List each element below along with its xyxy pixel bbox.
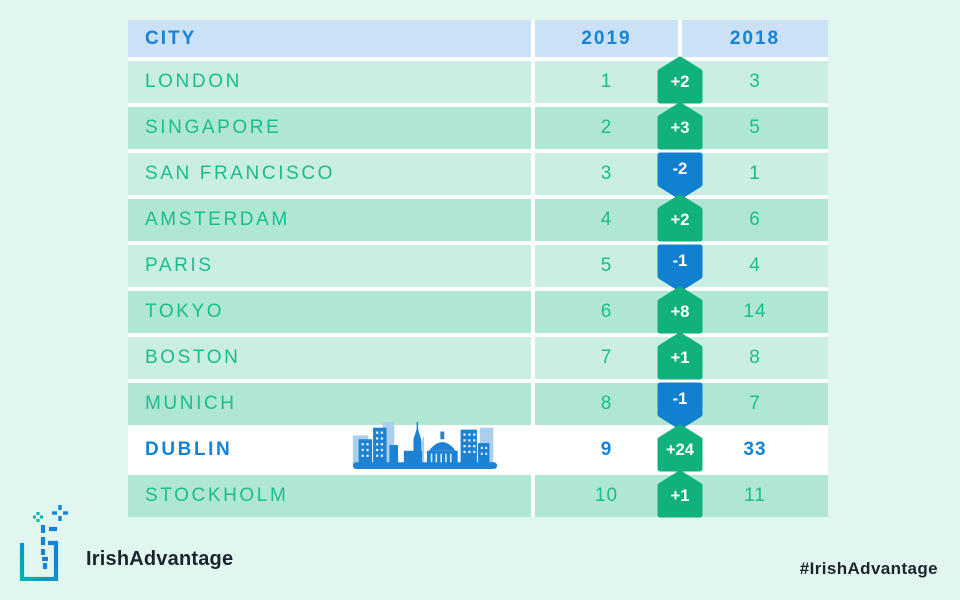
rank-change-badge: +1 bbox=[657, 470, 703, 518]
rank-change-badge: +1 bbox=[657, 332, 703, 380]
rank-change-value: +1 bbox=[670, 487, 690, 505]
table-row-dublin-highlighted: DUBLIN 9 33 bbox=[128, 421, 828, 472]
table-row-san-francisco: SAN FRANCISCO 3 1 -2 bbox=[128, 152, 828, 200]
rank-2018-value: 1 bbox=[682, 153, 828, 195]
rank-2018-value: 5 bbox=[682, 107, 828, 149]
rank-2019-value: 7 bbox=[535, 337, 678, 379]
rank-2018-value: 8 bbox=[682, 337, 828, 379]
rank-2018-value: 4 bbox=[682, 245, 828, 287]
rank-change-badge: -1 bbox=[657, 382, 703, 430]
rank-2019-value: 10 bbox=[535, 475, 678, 517]
header-2019: 2019 bbox=[535, 20, 678, 57]
rank-2018-value: 33 bbox=[682, 429, 828, 471]
pentagon-up-icon bbox=[657, 470, 703, 518]
rank-2019-value: 5 bbox=[535, 245, 678, 287]
city-name: LONDON bbox=[128, 61, 531, 103]
rank-2019-value: 3 bbox=[535, 153, 678, 195]
rank-change-value: +2 bbox=[670, 211, 690, 229]
rank-change-value: +1 bbox=[670, 349, 690, 367]
table-header-row: CITY 2019 2018 bbox=[128, 20, 828, 57]
rank-change-value: +24 bbox=[666, 441, 694, 459]
rank-2018-value: 7 bbox=[682, 383, 828, 425]
rank-2019-value: 1 bbox=[535, 61, 678, 103]
brand-name: IrishAdvantage bbox=[86, 548, 234, 570]
table-row-singapore: SINGAPORE 2 5 +3 bbox=[128, 102, 828, 150]
irish-advantage-logo-icon bbox=[19, 505, 68, 581]
city-name: TOKYO bbox=[128, 291, 531, 333]
city-name: SAN FRANCISCO bbox=[128, 153, 531, 195]
city-name: PARIS bbox=[128, 245, 531, 287]
rank-change-badge: -2 bbox=[657, 152, 703, 200]
rank-2018-value: 3 bbox=[682, 61, 828, 103]
rank-2019-value: 6 bbox=[535, 291, 678, 333]
rank-2019-value: 8 bbox=[535, 383, 678, 425]
pentagon-up-icon bbox=[657, 56, 703, 104]
rank-change-value: -1 bbox=[672, 252, 688, 270]
rank-change-badge: +24 bbox=[657, 424, 703, 472]
pentagon-up-icon bbox=[657, 102, 703, 150]
pentagon-down-icon bbox=[657, 244, 703, 292]
table-row-boston: BOSTON 7 8 +1 bbox=[128, 332, 828, 380]
table-row-stockholm: STOCKHOLM 10 11 +1 bbox=[128, 470, 828, 518]
city-name: SINGAPORE bbox=[128, 107, 531, 149]
rank-change-value: +3 bbox=[670, 119, 690, 137]
rank-2018-value: 14 bbox=[682, 291, 828, 333]
city-name: BOSTON bbox=[128, 337, 531, 379]
dublin-skyline-illustration bbox=[352, 421, 498, 470]
rank-2018-value: 11 bbox=[682, 475, 828, 517]
city-name: MUNICH bbox=[128, 383, 531, 425]
table-row-amsterdam: AMSTERDAM 4 6 +2 bbox=[128, 194, 828, 242]
pentagon-up-icon bbox=[657, 194, 703, 242]
city-name: AMSTERDAM bbox=[128, 199, 531, 241]
hashtag-text: #IrishAdvantage bbox=[799, 559, 938, 578]
rank-2019-value: 4 bbox=[535, 199, 678, 241]
rank-2018-value: 6 bbox=[682, 199, 828, 241]
rank-change-badge: +2 bbox=[657, 56, 703, 104]
rank-change-badge: +2 bbox=[657, 194, 703, 242]
rank-change-badge: +8 bbox=[657, 286, 703, 334]
rank-change-badge: +3 bbox=[657, 102, 703, 150]
city-name: STOCKHOLM bbox=[128, 475, 531, 517]
pentagon-down-icon bbox=[657, 382, 703, 430]
table-row-tokyo: TOKYO 6 14 +8 bbox=[128, 286, 828, 334]
header-2018: 2018 bbox=[682, 20, 828, 57]
pentagon-up-icon bbox=[657, 424, 703, 472]
header-city: CITY bbox=[128, 20, 531, 57]
city-ranking-table: CITY 2019 2018 LONDON 1 3 +2 SINGAPORE 2… bbox=[128, 20, 828, 518]
rank-2019-value: 9 bbox=[535, 429, 678, 471]
pentagon-up-icon bbox=[657, 286, 703, 334]
rank-change-value: +2 bbox=[670, 73, 690, 91]
table-row-munich: MUNICH 8 7 -1 bbox=[128, 382, 828, 430]
table-row-paris: PARIS 5 4 -1 bbox=[128, 244, 828, 292]
rank-change-value: +8 bbox=[670, 303, 690, 321]
rank-change-value: -1 bbox=[672, 390, 688, 408]
rank-change-badge: -1 bbox=[657, 244, 703, 292]
pentagon-up-icon bbox=[657, 332, 703, 380]
pentagon-down-icon bbox=[657, 152, 703, 200]
table-row-london: LONDON 1 3 +2 bbox=[128, 56, 828, 104]
rank-2019-value: 2 bbox=[535, 107, 678, 149]
rank-change-value: -2 bbox=[672, 160, 688, 178]
